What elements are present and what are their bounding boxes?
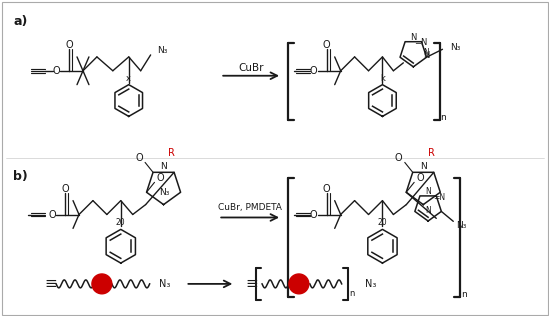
- Text: n: n: [349, 289, 354, 298]
- Text: N: N: [160, 162, 167, 171]
- Text: a): a): [13, 15, 28, 28]
- Text: O: O: [61, 184, 69, 194]
- Text: R: R: [168, 148, 175, 158]
- Text: N: N: [425, 206, 431, 215]
- Text: N₃: N₃: [456, 221, 466, 230]
- Text: N: N: [420, 162, 427, 171]
- Text: N₃: N₃: [158, 47, 168, 55]
- Text: n: n: [440, 113, 446, 122]
- Text: O: O: [65, 40, 73, 50]
- Text: O: O: [157, 173, 164, 184]
- Text: O: O: [135, 153, 143, 164]
- Text: ≡: ≡: [45, 276, 58, 291]
- Text: O: O: [323, 40, 331, 50]
- Text: O: O: [323, 184, 331, 194]
- Text: ≡: ≡: [246, 276, 258, 291]
- Text: N: N: [424, 51, 430, 60]
- Text: k: k: [380, 74, 385, 83]
- Text: N₃: N₃: [450, 43, 461, 52]
- Text: N: N: [410, 33, 416, 42]
- Text: O: O: [310, 66, 317, 76]
- Text: x: x: [126, 74, 131, 83]
- Text: O: O: [416, 173, 424, 184]
- Text: O: O: [48, 210, 56, 219]
- Text: =N: =N: [415, 37, 428, 47]
- Text: N₃: N₃: [365, 279, 376, 289]
- Text: b): b): [13, 170, 28, 183]
- Text: CuBr, PMDETA: CuBr, PMDETA: [218, 203, 282, 212]
- Text: CuBr: CuBr: [238, 63, 264, 73]
- Text: O: O: [395, 153, 403, 164]
- Text: 20: 20: [116, 218, 125, 227]
- Text: O: O: [310, 210, 317, 219]
- Circle shape: [92, 274, 112, 294]
- Text: N₃: N₃: [158, 279, 170, 289]
- Circle shape: [289, 274, 309, 294]
- Text: R: R: [428, 148, 435, 158]
- Text: =N: =N: [433, 193, 445, 202]
- Text: 20: 20: [378, 218, 387, 227]
- Text: O: O: [52, 66, 60, 76]
- Text: N: N: [425, 187, 431, 196]
- Text: N₃: N₃: [160, 188, 169, 197]
- Text: N: N: [424, 49, 430, 57]
- Text: n: n: [461, 290, 467, 299]
